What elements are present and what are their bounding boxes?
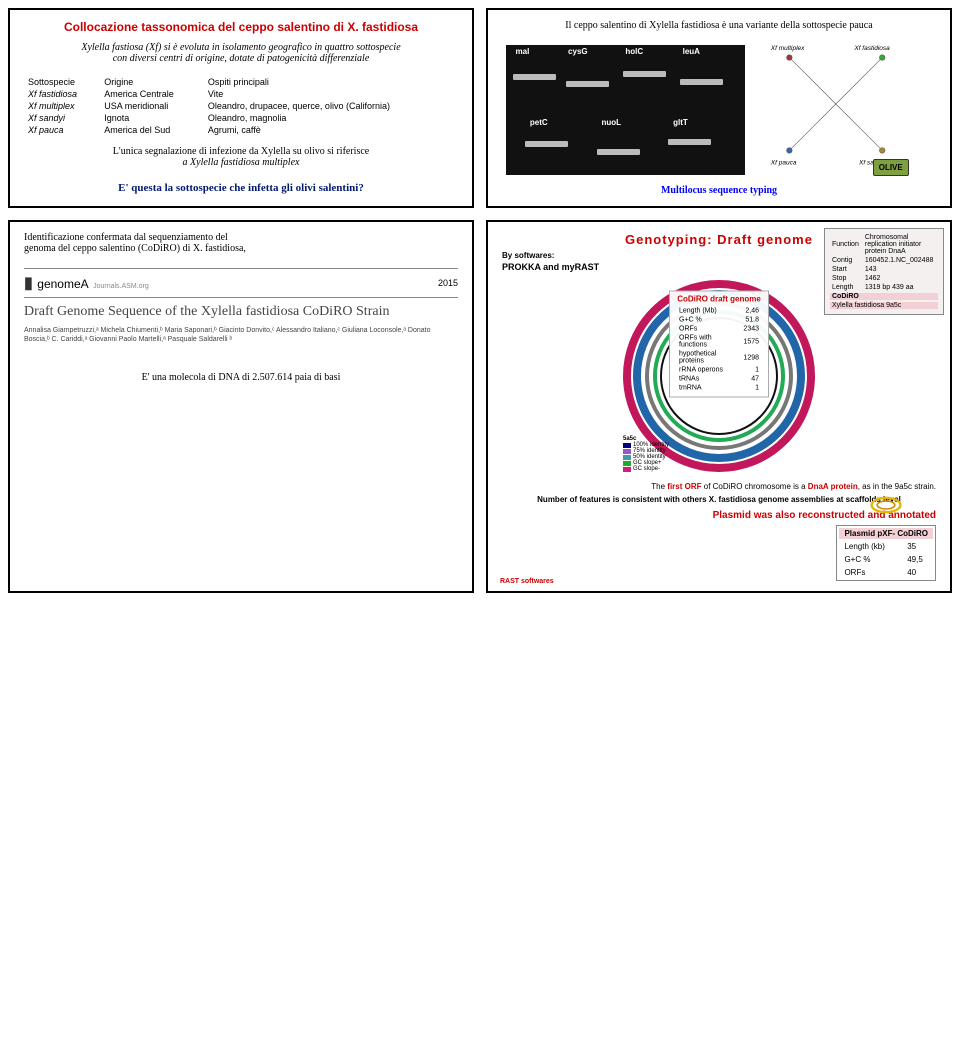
journal-logo: ▮ genomeA Journals.ASM.org — [24, 273, 149, 293]
panel-genome-paper: Identificazione confermata dal sequenzia… — [8, 220, 474, 593]
panel1-intro: Xylella fastiosa (Xf) si è evoluta in is… — [24, 42, 458, 64]
olive-badge: OLIVE — [873, 159, 909, 176]
panel-taxonomy: Collocazione tassonomica del ceppo salen… — [8, 8, 474, 208]
legend: 5a5c 100% identity75% identity50% identi… — [623, 436, 669, 472]
article-title: Draft Genome Sequence of the Xylella fas… — [24, 304, 458, 320]
svg-text:Xf fastidiosa: Xf fastidiosa — [854, 45, 891, 52]
phylo-tree: Xf multiplex Xf fastidiosa Xf pauca Xf s… — [749, 39, 923, 169]
table-row: Xf fastidiosa America Centrale Vite — [24, 88, 458, 100]
dna-length: E' una molecola di DNA di 2.507.614 paia… — [24, 372, 458, 383]
conf-text: Identificazione confermata dal sequenzia… — [24, 232, 458, 254]
panel-genotyping: Genotyping: Draft genome FunctionChromos… — [486, 220, 952, 593]
intro-line2: con diversi centri di origine, dotate di… — [113, 53, 370, 64]
th-origine: Origine — [100, 76, 204, 88]
mst-label: Multilocus sequence typing — [502, 185, 936, 196]
year: 2015 — [438, 278, 458, 288]
taxonomy-table: Sottospecie Origine Ospiti principali Xf… — [24, 76, 458, 136]
rast-label: RAST softwares — [500, 578, 554, 585]
panel-variant: Il ceppo salentino di Xylella fastidiosa… — [486, 8, 952, 208]
first-orf-text: The first ORF of CoDiRO chromosome is a … — [502, 482, 936, 491]
intro-line1: Xylella fastiosa (Xf) si è evoluta in is… — [81, 42, 400, 53]
gel-image: mal cysG holC leuA petC nuoL gltT — [506, 45, 745, 175]
svg-text:Xf multiplex: Xf multiplex — [770, 45, 805, 52]
table-row: Xf pauca America del Sud Agrumi, caffè — [24, 124, 458, 136]
panel1-note: L'unica segnalazione di infezione da Xyl… — [24, 146, 458, 168]
plasmid-table: Plasmid pXF- CoDiRO Length (kb)35 G+C %4… — [836, 525, 936, 581]
th-sottospecie: Sottospecie — [24, 76, 100, 88]
authors: Annalisa Giampetruzzi,ᵃ Michela Chiument… — [24, 326, 458, 344]
variant-text: Il ceppo salentino di Xylella fastidiosa… — [502, 20, 936, 31]
panel1-question: E' questa la sottospecie che infetta gli… — [24, 182, 458, 194]
journal-strip: ▮ genomeA Journals.ASM.org 2015 — [24, 268, 458, 298]
genome-stats: CoDiRO draft genome Length (Mb)2,46G+C %… — [669, 291, 769, 398]
panel1-title: Collocazione tassonomica del ceppo salen… — [24, 20, 458, 34]
dnaa-sidebox: FunctionChromosomal replication initiato… — [824, 228, 944, 315]
table-row: Xf multiplex USA meridionali Oleandro, d… — [24, 100, 458, 112]
th-ospiti: Ospiti principali — [204, 76, 458, 88]
genome-circle: CoDiRO draft genome Length (Mb)2,46G+C %… — [619, 276, 819, 476]
table-row: Xf sandyi Ignota Oleandro, magnolia — [24, 112, 458, 124]
svg-text:Xf pauca: Xf pauca — [770, 159, 797, 166]
legend-item: GC slope- — [623, 466, 669, 472]
plasmid-icon — [870, 495, 902, 515]
